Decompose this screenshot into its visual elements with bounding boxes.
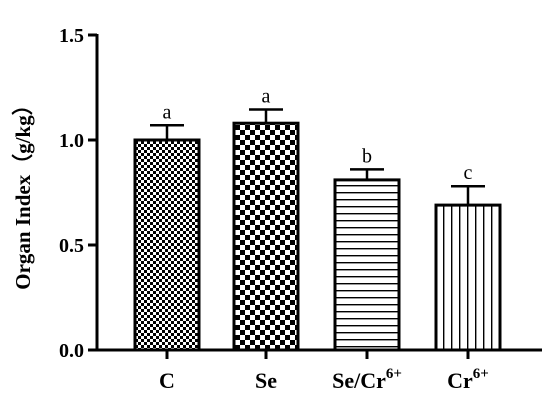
y-axis-title: Organ Index（g/kg） [11, 94, 35, 289]
significance-label: a [163, 101, 172, 123]
y-tick-label: 0.0 [59, 340, 84, 362]
x-tick-label: Se [255, 368, 277, 393]
y-tick-label: 1.0 [59, 130, 84, 152]
axes-layer [88, 33, 542, 359]
y-tick-label: 1.5 [59, 25, 84, 47]
bars-layer [133, 108, 502, 352]
y-tick-label: 0.5 [59, 235, 84, 257]
x-tick-label: Cr6+ [447, 366, 489, 393]
x-tick-label: C [159, 368, 175, 393]
significance-label: a [262, 86, 271, 108]
labels-layer: a Ca Se b Se/Cr6+ c Cr6+ 0.0 0.5 1.0 1.5 [59, 25, 489, 393]
bar [232, 121, 300, 352]
bar [434, 203, 502, 352]
significance-label: c [464, 162, 473, 184]
significance-label: b [362, 145, 372, 167]
bar [133, 138, 201, 352]
x-tick-label: Se/Cr6+ [332, 366, 402, 393]
bar [333, 178, 401, 352]
